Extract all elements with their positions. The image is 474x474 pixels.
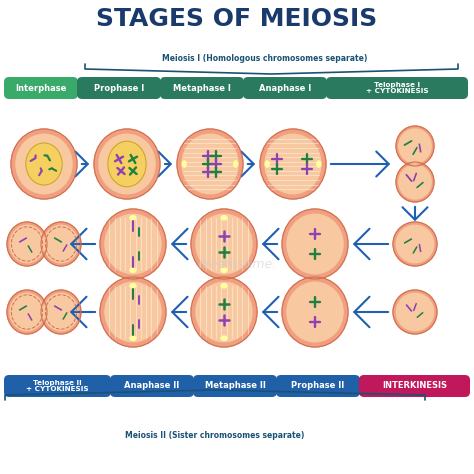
- Ellipse shape: [7, 222, 47, 266]
- Text: INTERKINESIS: INTERKINESIS: [382, 382, 447, 391]
- Ellipse shape: [221, 216, 227, 220]
- Ellipse shape: [10, 225, 44, 263]
- Ellipse shape: [399, 129, 431, 163]
- FancyBboxPatch shape: [326, 77, 468, 99]
- FancyBboxPatch shape: [4, 77, 78, 99]
- Ellipse shape: [221, 268, 227, 273]
- Ellipse shape: [234, 161, 238, 167]
- Ellipse shape: [182, 161, 186, 167]
- Ellipse shape: [265, 161, 269, 167]
- Ellipse shape: [94, 129, 160, 199]
- Text: Prophase II: Prophase II: [292, 382, 345, 391]
- Ellipse shape: [191, 277, 257, 347]
- Ellipse shape: [182, 134, 238, 194]
- Ellipse shape: [287, 282, 343, 342]
- Ellipse shape: [396, 126, 434, 166]
- FancyBboxPatch shape: [193, 375, 277, 397]
- Ellipse shape: [196, 214, 252, 274]
- Text: Meiosis II (Sister chromosomes separate): Meiosis II (Sister chromosomes separate): [125, 431, 305, 440]
- Ellipse shape: [265, 134, 321, 194]
- Ellipse shape: [16, 134, 72, 194]
- Ellipse shape: [130, 336, 136, 340]
- Ellipse shape: [105, 214, 161, 274]
- Ellipse shape: [7, 290, 47, 334]
- FancyBboxPatch shape: [110, 375, 194, 397]
- Ellipse shape: [287, 214, 343, 274]
- Ellipse shape: [100, 277, 166, 347]
- Ellipse shape: [108, 141, 146, 187]
- Ellipse shape: [41, 222, 81, 266]
- Ellipse shape: [393, 222, 437, 266]
- Ellipse shape: [196, 282, 252, 342]
- Ellipse shape: [191, 209, 257, 279]
- Ellipse shape: [396, 225, 434, 263]
- Text: Telophase I
+ CYTOKINESIS: Telophase I + CYTOKINESIS: [365, 82, 428, 94]
- Ellipse shape: [282, 209, 348, 279]
- Ellipse shape: [99, 134, 155, 194]
- Text: Anaphase I: Anaphase I: [259, 83, 311, 92]
- FancyBboxPatch shape: [77, 77, 161, 99]
- Text: Prophase I: Prophase I: [94, 83, 144, 92]
- Ellipse shape: [44, 293, 78, 331]
- Ellipse shape: [130, 216, 136, 220]
- Ellipse shape: [260, 129, 326, 199]
- Ellipse shape: [221, 336, 227, 340]
- FancyBboxPatch shape: [160, 77, 244, 99]
- FancyBboxPatch shape: [276, 375, 360, 397]
- FancyBboxPatch shape: [359, 375, 470, 397]
- Ellipse shape: [130, 283, 136, 288]
- FancyBboxPatch shape: [243, 77, 327, 99]
- Ellipse shape: [100, 209, 166, 279]
- Ellipse shape: [130, 268, 136, 273]
- Ellipse shape: [177, 129, 243, 199]
- Ellipse shape: [10, 293, 44, 331]
- FancyBboxPatch shape: [4, 375, 111, 397]
- Ellipse shape: [317, 161, 321, 167]
- Ellipse shape: [221, 283, 227, 288]
- Ellipse shape: [393, 290, 437, 334]
- Text: dreamstime.: dreamstime.: [197, 257, 277, 271]
- Ellipse shape: [396, 293, 434, 331]
- Text: Interphase: Interphase: [15, 83, 67, 92]
- Ellipse shape: [396, 162, 434, 202]
- Ellipse shape: [105, 282, 161, 342]
- Ellipse shape: [11, 129, 77, 199]
- Ellipse shape: [282, 277, 348, 347]
- Ellipse shape: [41, 290, 81, 334]
- Ellipse shape: [26, 143, 62, 185]
- Text: Anaphase II: Anaphase II: [124, 382, 180, 391]
- Text: Telophase II
+ CYTOKINESIS: Telophase II + CYTOKINESIS: [26, 380, 89, 392]
- Text: Meiosis I (Homologous chromosomes separate): Meiosis I (Homologous chromosomes separa…: [162, 54, 368, 63]
- Text: STAGES OF MEIOSIS: STAGES OF MEIOSIS: [96, 7, 378, 31]
- Text: Metaphase I: Metaphase I: [173, 83, 231, 92]
- Ellipse shape: [44, 225, 78, 263]
- Text: Metaphase II: Metaphase II: [205, 382, 265, 391]
- Ellipse shape: [399, 165, 431, 199]
